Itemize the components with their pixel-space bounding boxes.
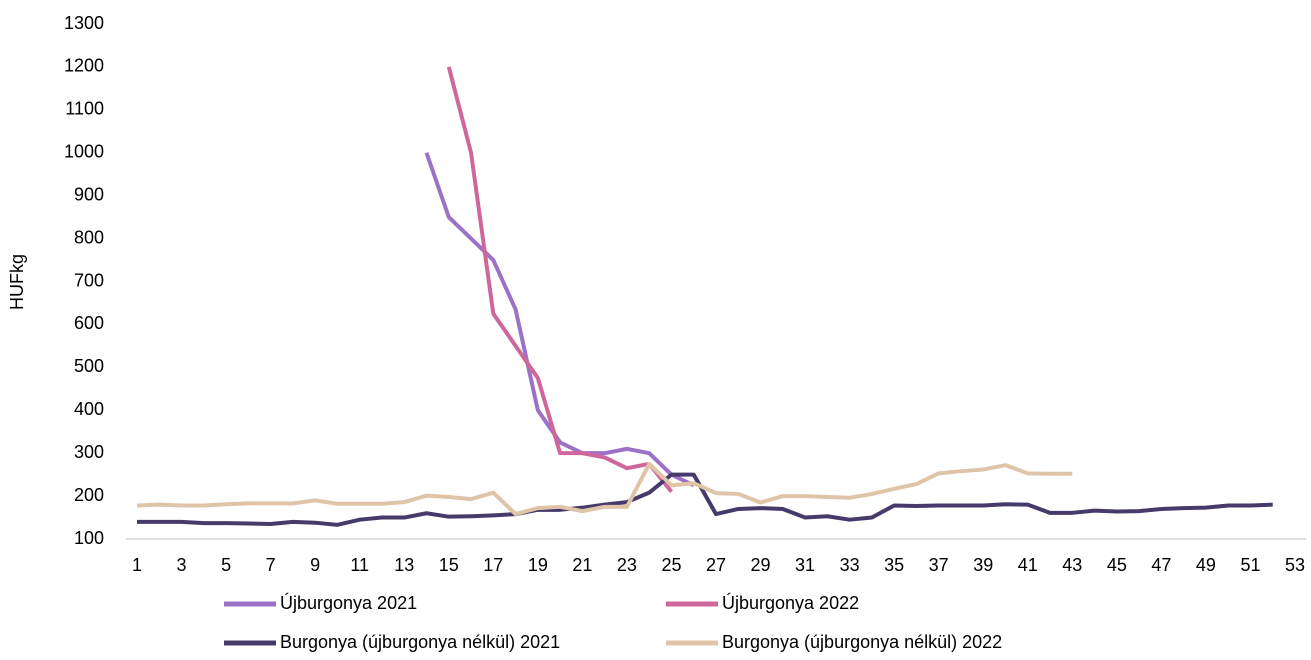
y-tick-label: 400 (74, 399, 104, 419)
y-tick-label: 1000 (64, 142, 104, 162)
legend-label: Újburgonya 2021 (280, 592, 417, 613)
y-tick-label: 700 (74, 270, 104, 290)
legend-label: Újburgonya 2022 (722, 592, 859, 613)
x-tick-label: 13 (394, 555, 414, 575)
legend-label: Burgonya (újburgonya nélkül) 2021 (280, 632, 560, 652)
x-tick-label: 21 (572, 555, 592, 575)
line (136, 461, 1073, 517)
y-tick-label: 100 (74, 528, 104, 548)
line (424, 152, 695, 488)
y-tick-label: 600 (74, 313, 104, 333)
legend-label: Burgonya (újburgonya nélkül) 2022 (722, 632, 1002, 652)
x-tick-label: 27 (706, 555, 726, 575)
x-tick-label: 41 (1018, 555, 1038, 575)
x-tick-label: 19 (528, 555, 548, 575)
x-tick-label: 51 (1240, 555, 1260, 575)
x-tick-label: 15 (439, 555, 459, 575)
x-tick-label: 45 (1107, 555, 1127, 575)
x-tick-label: 7 (266, 555, 276, 575)
x-tick-label: 47 (1151, 555, 1171, 575)
y-axis-label: HUFkg (7, 254, 27, 310)
y-tick-label: 500 (74, 356, 104, 376)
y-tick-label: 200 (74, 485, 104, 505)
x-tick-label: 9 (310, 555, 320, 575)
line (446, 66, 674, 494)
x-tick-label: 31 (795, 555, 815, 575)
line (137, 472, 1273, 527)
x-tick-label: 3 (177, 555, 187, 575)
x-tick-label: 33 (840, 555, 860, 575)
x-tick-label: 5 (221, 555, 231, 575)
y-tick-label: 900 (74, 184, 104, 204)
x-tick-label: 1 (132, 555, 142, 575)
x-tick-label: 49 (1196, 555, 1216, 575)
x-tick-label: 11 (350, 555, 369, 575)
x-tick-label: 25 (661, 555, 681, 575)
x-tick-label: 29 (751, 555, 771, 575)
x-tick-label: 43 (1062, 555, 1082, 575)
y-tick-label: 800 (74, 227, 104, 247)
x-tick-label: 37 (929, 555, 949, 575)
y-tick-label: 1300 (64, 13, 104, 33)
x-tick-label: 35 (884, 555, 904, 575)
y-tick-label: 1200 (64, 56, 104, 76)
x-tick-label: 53 (1285, 555, 1305, 575)
y-tick-label: 1100 (65, 99, 104, 119)
x-tick-label: 23 (617, 555, 637, 575)
x-tick-label: 17 (483, 555, 503, 575)
x-tick-label: 39 (973, 555, 993, 575)
y-tick-label: 300 (74, 442, 104, 462)
